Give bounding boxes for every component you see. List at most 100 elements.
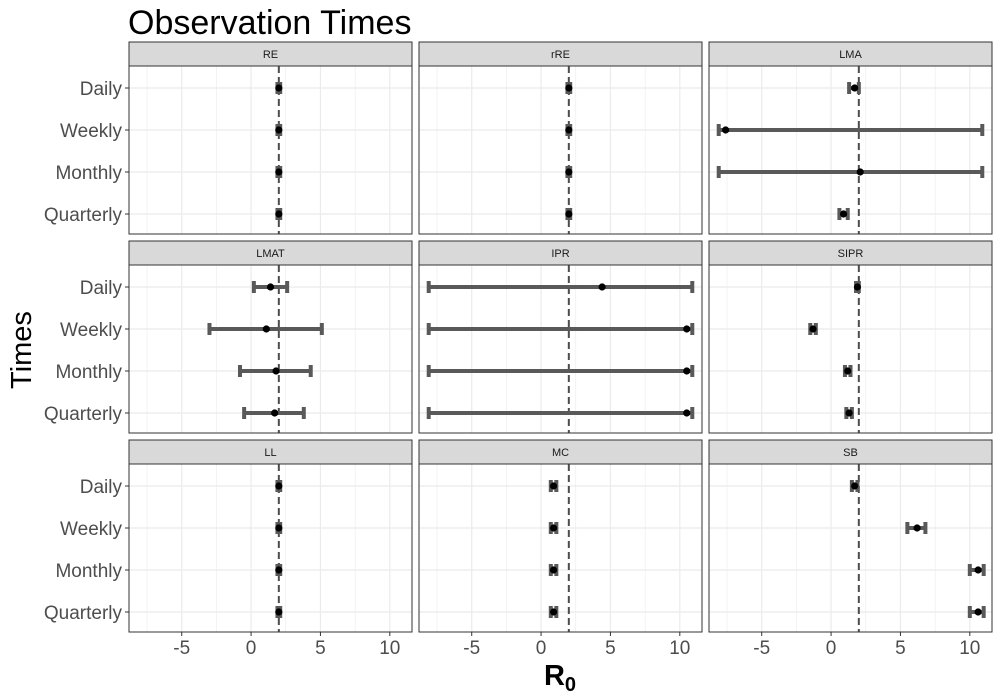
data-point: [275, 84, 283, 92]
errorbar: [847, 82, 861, 94]
strip-label: LMAT: [256, 248, 285, 260]
data-point: [549, 608, 558, 616]
panel-rre: rRE: [418, 41, 703, 235]
panel-mc: MC: [418, 439, 703, 633]
strip-label: LL: [264, 447, 276, 459]
y-axis-label: Times: [6, 311, 38, 389]
data-point: [271, 409, 279, 417]
data-point: [275, 168, 283, 176]
errorbar: [275, 82, 283, 94]
panel-ll: LL: [128, 439, 413, 633]
data-point: [266, 283, 275, 291]
data-point: [565, 168, 573, 176]
y-tick-label: Daily: [80, 79, 123, 100]
data-point: [974, 566, 982, 574]
x-tick-label: 5: [605, 638, 616, 659]
x-tick-labels: -5 0 5 10 -5 0 5 10 -5 0 5 10: [173, 632, 980, 659]
x-tick-label: -5: [753, 638, 770, 659]
grid: [419, 464, 702, 632]
errorbar: [548, 606, 559, 618]
strip-background: [128, 439, 413, 465]
errorbar: [275, 522, 283, 534]
panel-background: [419, 66, 702, 234]
x-tick-label: 10: [379, 638, 400, 659]
data-point: [851, 84, 859, 92]
grid: [709, 464, 992, 632]
errorbar: [837, 208, 850, 220]
errorbar: [242, 407, 306, 419]
data-point: [549, 566, 558, 574]
errorbar: [808, 323, 818, 335]
grid: [129, 464, 412, 632]
strip-background: [418, 240, 703, 266]
errorbar: [967, 606, 986, 618]
strip-background: [128, 240, 413, 266]
panel-border: [128, 264, 413, 434]
x-axis-label-main: R: [544, 660, 565, 692]
errorbar: [426, 323, 695, 335]
y-tick-label: Weekly: [60, 519, 122, 540]
y-tick-label: Monthly: [55, 362, 122, 383]
data-point: [565, 84, 573, 92]
data-point: [853, 283, 862, 291]
data-point: [262, 325, 270, 333]
data-point: [844, 367, 852, 375]
errorbar: [565, 124, 573, 136]
strip-label: SB: [843, 447, 858, 459]
y-tick-label: Weekly: [60, 320, 122, 341]
data-point: [683, 409, 691, 417]
errorbar: [426, 365, 695, 377]
errorbar: [565, 208, 573, 220]
errorbar: [842, 365, 853, 377]
data-point: [549, 482, 558, 490]
data-point: [856, 168, 864, 176]
panel-ipr: IPR: [418, 240, 703, 434]
panel-border: [418, 65, 703, 235]
facet-panels: RE rRE LMA LMAT IPR SIPR LL MC SB: [128, 41, 993, 633]
panel-border: [708, 463, 993, 633]
y-tick-label: Daily: [80, 278, 123, 299]
x-axis-label: R0: [544, 660, 576, 696]
x-tick-label: 0: [246, 638, 257, 659]
panel-background: [129, 464, 412, 632]
data-point: [683, 325, 691, 333]
data-point: [722, 126, 730, 134]
x-tick-label: 5: [895, 638, 906, 659]
x-tick-label: 10: [959, 638, 980, 659]
data-point: [275, 482, 283, 490]
y-tick-label: Weekly: [60, 121, 122, 142]
errorbar: [275, 208, 283, 220]
errorbar: [426, 281, 695, 293]
data-point: [974, 608, 982, 616]
errorbar: [426, 407, 695, 419]
y-tick-label: Monthly: [55, 561, 122, 582]
chart-title: Observation Times: [128, 4, 411, 42]
errorbar: [275, 564, 283, 576]
x-tick-label: 0: [536, 638, 547, 659]
errorbar: [844, 407, 854, 419]
panel-border: [418, 264, 703, 434]
panel-re: RE: [128, 41, 413, 235]
panel-background: [129, 66, 412, 234]
errorbar: [565, 166, 573, 178]
data-point: [851, 482, 859, 490]
errorbar: [275, 124, 283, 136]
errorbar: [565, 82, 573, 94]
data-point: [275, 524, 283, 532]
grid: [419, 66, 702, 234]
y-tick-label: Quarterly: [44, 603, 123, 624]
data-point: [549, 524, 558, 532]
strip-label: MC: [552, 447, 569, 459]
y-tick-labels: Daily Weekly Monthly Quarterly Daily Weekly Mo…: [44, 79, 129, 624]
strip-label: IPR: [551, 248, 569, 260]
data-point: [272, 367, 280, 375]
y-tick-label: Quarterly: [44, 404, 123, 425]
panel-border: [418, 463, 703, 633]
panel-lma: LMA: [708, 41, 993, 235]
errorbar: [849, 480, 860, 492]
errorbar: [275, 606, 283, 618]
strip-label: LMA: [839, 49, 862, 61]
errorbar: [275, 166, 283, 178]
errorbar: [237, 365, 313, 377]
data-point: [845, 409, 853, 417]
